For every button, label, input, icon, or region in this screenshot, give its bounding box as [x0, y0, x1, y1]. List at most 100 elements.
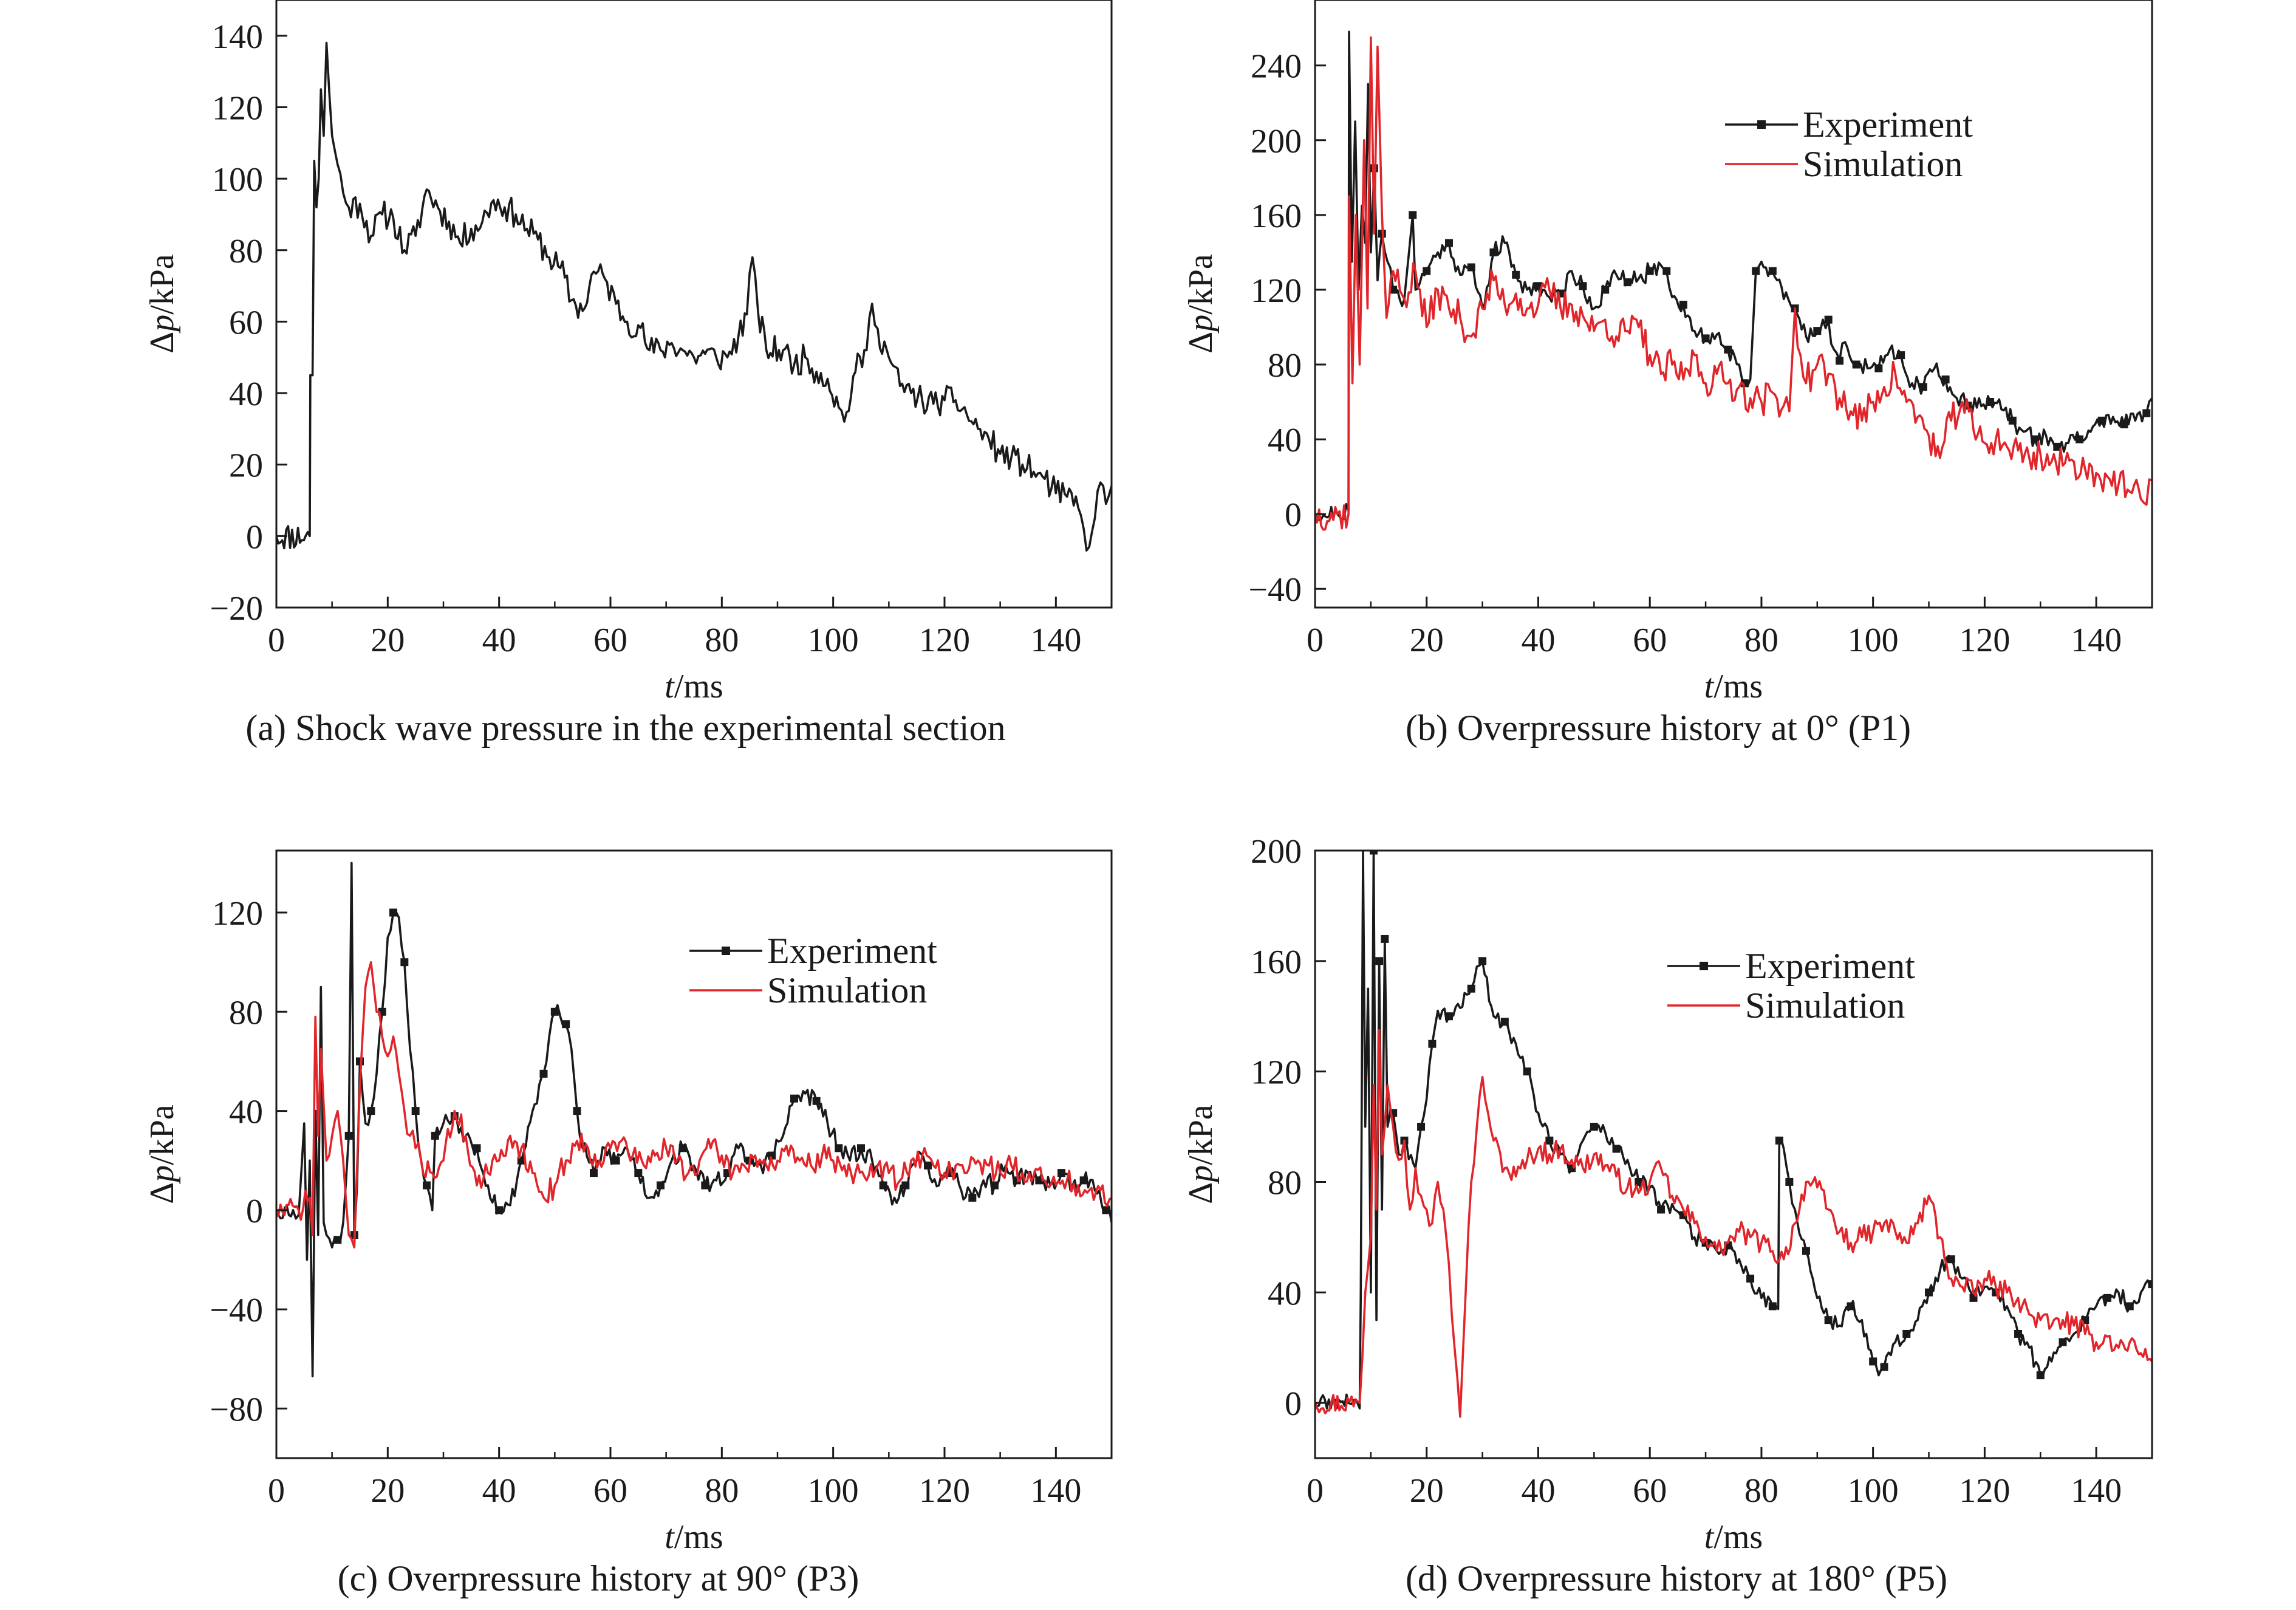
y-tick-label: 120 [212, 89, 263, 127]
x-tick-label: 40 [482, 622, 516, 659]
series-marker [701, 1181, 709, 1190]
series-marker [550, 1007, 559, 1016]
series-marker [344, 1131, 353, 1140]
x-tick-label: 100 [808, 1472, 859, 1510]
x-tick-label: 140 [1030, 1472, 1081, 1510]
legend-experiment-label: Experiment [1803, 104, 1973, 145]
y-tick-label: 40 [1268, 422, 1302, 459]
series-marker [400, 958, 409, 967]
legend-experiment-marker [1757, 120, 1766, 129]
y-tick-label: 200 [1251, 833, 1302, 871]
series-marker [879, 1181, 887, 1190]
x-tick-label: 100 [1848, 622, 1899, 659]
y-tick-label: 60 [229, 304, 263, 341]
panel-caption: (d) Overpressure history at 180° (P5) [1406, 1558, 1947, 1598]
x-tick-label: 80 [705, 1472, 739, 1510]
series-marker [1925, 1288, 1933, 1297]
y-axis-label-var: p [1182, 1165, 1220, 1185]
series-marker [473, 1144, 481, 1153]
series-marker [1623, 278, 1631, 287]
series-marker [924, 1161, 932, 1170]
series-marker [1635, 1177, 1643, 1186]
x-axis-label-var: t [665, 1518, 675, 1556]
y-axis-label-delta: Δ [143, 332, 181, 354]
x-tick-label: 120 [919, 1472, 970, 1510]
series-marker [367, 1107, 375, 1115]
series-marker [1947, 1255, 1955, 1264]
series-marker [1444, 1012, 1453, 1021]
legend-experiment-marker [722, 947, 730, 955]
y-tick-label: 240 [1251, 48, 1302, 86]
series-marker [657, 1181, 665, 1190]
legend-simulation-label: Simulation [1803, 144, 1963, 184]
panel-caption: (c) Overpressure history at 90° (P3) [338, 1558, 859, 1598]
series-marker [1847, 1302, 1855, 1310]
series-marker [678, 1144, 687, 1153]
y-tick-label: 80 [1268, 1164, 1302, 1202]
y-axis-label: Δp/kPa [1182, 254, 1220, 354]
panel-caption: (a) Shock wave pressure in the experimen… [245, 708, 1005, 748]
series-experiment-line [276, 862, 1112, 1378]
y-tick-label: 140 [212, 18, 263, 56]
series-marker [2059, 1338, 2067, 1346]
y-tick-label: 200 [1251, 123, 1302, 160]
series-marker [573, 1107, 581, 1115]
series-marker [590, 1169, 598, 1177]
x-tick-label: 20 [1410, 1472, 1444, 1510]
series-marker [2053, 442, 2062, 451]
series-marker [1409, 211, 1417, 219]
series-marker [2008, 416, 2017, 425]
legend-simulation-label: Simulation [767, 970, 927, 1010]
series-marker [2036, 1371, 2045, 1380]
y-axis-label-unit: /kPa [143, 254, 181, 315]
series-marker [562, 1020, 570, 1029]
series-marker [1381, 934, 1389, 943]
y-axis-label-delta: Δ [1182, 1182, 1220, 1204]
x-axis-label-unit: /ms [674, 1518, 723, 1556]
series-marker [1057, 1169, 1065, 1177]
series-marker [1679, 301, 1687, 309]
x-tick-label: 60 [593, 622, 627, 659]
x-tick-label: 20 [1410, 622, 1444, 659]
series-marker [634, 1169, 643, 1177]
y-tick-label: 120 [1251, 1054, 1302, 1092]
y-tick-label: 40 [229, 375, 263, 413]
series-marker [2076, 435, 2084, 444]
x-axis-label: t/ms [1704, 668, 1763, 705]
series-experiment-line [1315, 851, 2152, 1410]
series-marker [1746, 1275, 1755, 1283]
series-marker [1813, 327, 1822, 335]
series-marker [1824, 315, 1833, 324]
y-axis-label-delta: Δ [143, 1182, 181, 1204]
series-marker [1500, 1018, 1509, 1026]
series-marker [1869, 1357, 1877, 1366]
series-marker [1919, 383, 1927, 391]
x-tick-label: 60 [1633, 1472, 1667, 1510]
x-tick-label: 0 [1307, 622, 1324, 659]
x-tick-label: 100 [808, 622, 859, 659]
x-tick-label: 140 [1030, 622, 1081, 659]
chart-panel-b: 0 20 40 60 80 100 120 140−4004080120160200240t/… [1182, 0, 2153, 748]
series-marker [857, 1144, 865, 1153]
series-marker [1444, 239, 1453, 247]
series-marker [411, 1107, 420, 1115]
series-marker [2120, 420, 2128, 428]
chart-panel-d: 0 20 40 60 80 100 120 140 0 40 80 120 160 200 t/ms Δp/k… [1182, 833, 2153, 1598]
series-marker [1601, 286, 1610, 294]
legend-experiment-marker [1700, 962, 1708, 970]
y-axis-label: Δp/kPa [143, 1105, 181, 1204]
y-tick-label: −40 [210, 1292, 263, 1329]
series-marker [2031, 435, 2039, 444]
x-tick-label: 0 [268, 1472, 285, 1510]
x-tick-label: 140 [2071, 1472, 2122, 1510]
series-marker [1489, 248, 1498, 256]
x-axis-label-unit: /ms [1713, 668, 1763, 705]
x-tick-label: 120 [919, 622, 970, 659]
x-tick-label: 40 [1521, 1472, 1555, 1510]
series-marker [1545, 1136, 1554, 1145]
y-tick-label: 40 [229, 1094, 263, 1131]
series-simulation-line [1315, 36, 2152, 531]
series-marker [2142, 409, 2151, 417]
x-axis-label-var: t [1704, 668, 1715, 705]
